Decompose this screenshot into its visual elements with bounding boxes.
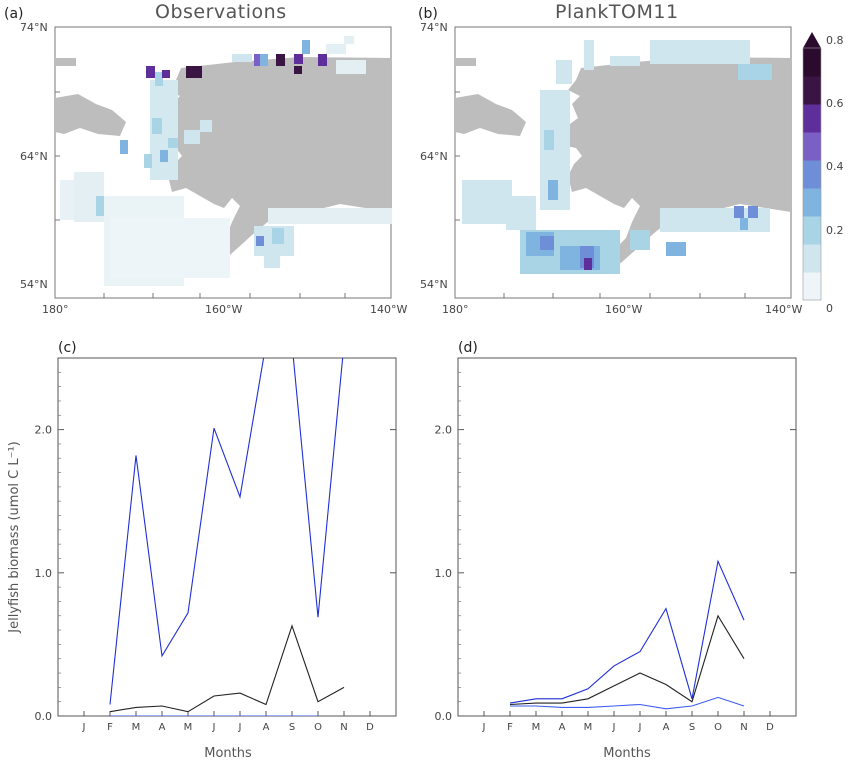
colorbar-cell bbox=[803, 48, 821, 77]
model-cells-b bbox=[462, 40, 772, 274]
lon-tick-160w-b: 160°W bbox=[605, 303, 642, 316]
colorbar-cell bbox=[803, 76, 821, 105]
lat-tick-64-a: 64°N bbox=[20, 150, 48, 163]
y-tick-label: 1.0 bbox=[35, 567, 53, 580]
map-panel-a: (a) Observations bbox=[4, 1, 407, 316]
colorbar-extend-arrow bbox=[803, 32, 821, 48]
lat-tick-54-a: 54°N bbox=[20, 278, 48, 291]
x-tick-label: J bbox=[238, 722, 242, 733]
yaxis-title: Jellyfish biomass (umol C L⁻¹) bbox=[7, 441, 22, 633]
line-panel-d: (d) 0.0 1.0 2.0 J F M A M J J A S O N D Months bbox=[435, 340, 797, 760]
colorbar: 0.8 0.6 0.4 0.2 0 bbox=[802, 32, 844, 315]
x-tick-label: F bbox=[107, 722, 113, 733]
x-tick-label: D bbox=[366, 722, 374, 733]
plot-frame bbox=[57, 357, 397, 717]
obs-cells-a bbox=[60, 36, 392, 286]
x-tick-label: J bbox=[482, 722, 486, 733]
map-ticks-b bbox=[455, 91, 746, 298]
x-tick-label: S bbox=[289, 722, 295, 733]
plot-frame bbox=[457, 357, 797, 717]
panel-label-a: (a) bbox=[4, 6, 24, 22]
map-ticks-a bbox=[55, 91, 346, 298]
map-title-b: PlankTOM11 bbox=[555, 1, 679, 23]
colorbar-cell bbox=[803, 244, 821, 273]
x-tick-label: N bbox=[740, 722, 747, 733]
plot-area-d: 0.0 1.0 2.0 J F M A M J J A S O N D bbox=[435, 357, 797, 733]
colorbar-cell bbox=[803, 216, 821, 245]
x-tick-label: D bbox=[766, 722, 774, 733]
colorbar-cell bbox=[803, 104, 821, 133]
series-line-3 bbox=[510, 696, 745, 710]
y-tick-label: 0.0 bbox=[435, 710, 453, 723]
x-tick-label: J bbox=[82, 722, 86, 733]
line-panel-c: (c) 0.0 1.0 2.0 J F M A M J J A S O N D Months Jellyfi… bbox=[7, 340, 397, 760]
x-tick-label: F bbox=[507, 722, 513, 733]
x-tick-label: A bbox=[159, 722, 166, 733]
x-tick-label: O bbox=[314, 722, 322, 733]
lon-tick-140w-a: 140°W bbox=[370, 303, 407, 316]
x-tick-label: N bbox=[340, 722, 347, 733]
colorbar-tick-0.2: 0.2 bbox=[826, 224, 844, 237]
colorbar-cell bbox=[803, 160, 821, 189]
lat-tick-74-b: 74°N bbox=[420, 21, 448, 34]
series-line-1 bbox=[509, 559, 745, 704]
series-line-2 bbox=[109, 624, 345, 713]
x-tick-label: A bbox=[263, 722, 270, 733]
colorbar-cell bbox=[803, 188, 821, 217]
x-tick-label: M bbox=[584, 722, 593, 733]
colorbar-tick-0.6: 0.6 bbox=[826, 97, 844, 110]
lon-tick-160w-a: 160°W bbox=[205, 303, 242, 316]
series-line-2 bbox=[509, 614, 745, 706]
xaxis-title-c: Months bbox=[204, 746, 252, 760]
x-tick-label: A bbox=[663, 722, 670, 733]
x-tick-label: A bbox=[559, 722, 566, 733]
colorbar-tick-0: 0 bbox=[826, 302, 833, 315]
y-tick-label: 0.0 bbox=[35, 710, 53, 723]
map-title-a: Observations bbox=[155, 1, 287, 23]
x-tick-label: M bbox=[532, 722, 541, 733]
xaxis-title-d: Months bbox=[603, 746, 651, 760]
x-tick-label: S bbox=[689, 722, 695, 733]
x-tick-label: M bbox=[184, 722, 193, 733]
lat-tick-54-b: 54°N bbox=[420, 278, 448, 291]
panel-label-b: (b) bbox=[418, 6, 438, 22]
lat-tick-64-b: 64°N bbox=[420, 150, 448, 163]
lon-tick-180-a: 180° bbox=[42, 303, 69, 316]
y-tick-label: 1.0 bbox=[435, 567, 453, 580]
x-tick-label: M bbox=[132, 722, 141, 733]
map-panel-b: (b) PlankTOM11 bbox=[418, 1, 802, 316]
colorbar-cell bbox=[803, 272, 821, 301]
panel-label-c: (c) bbox=[58, 340, 77, 356]
y-tick-label: 2.0 bbox=[435, 424, 453, 437]
x-tick-label: J bbox=[638, 722, 642, 733]
lat-tick-74-a: 74°N bbox=[20, 21, 48, 34]
plot-area-c: 0.0 1.0 2.0 J F M A M J J A S O N D bbox=[35, 357, 397, 733]
x-tick-label: J bbox=[612, 722, 616, 733]
lon-tick-180-b: 180° bbox=[442, 303, 469, 316]
land-mask-b bbox=[455, 57, 791, 268]
y-tick-label: 2.0 bbox=[35, 424, 53, 437]
colorbar-tick-0.4: 0.4 bbox=[826, 160, 844, 173]
x-tick-label: J bbox=[212, 722, 216, 733]
x-tick-label: O bbox=[714, 722, 722, 733]
panel-label-d: (d) bbox=[458, 340, 478, 356]
series-line-1 bbox=[109, 358, 344, 705]
colorbar-cell bbox=[803, 132, 821, 161]
colorbar-frame bbox=[802, 47, 822, 301]
lon-tick-140w-b: 140°W bbox=[765, 303, 802, 316]
colorbar-tick-0.8: 0.8 bbox=[826, 34, 844, 47]
